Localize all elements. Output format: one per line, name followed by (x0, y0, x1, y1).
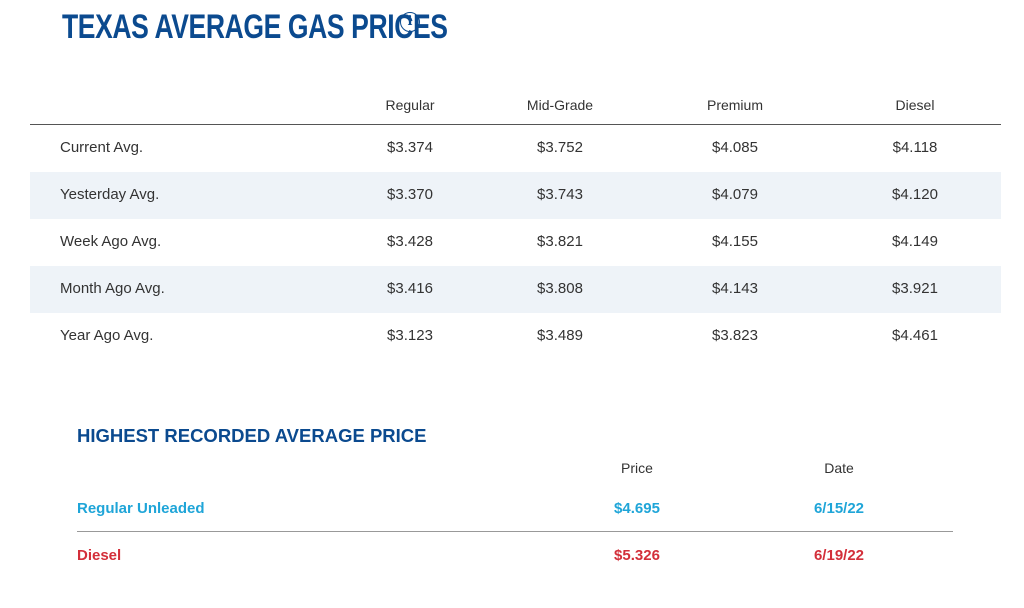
price-regular: $3.428 (387, 233, 433, 250)
table-row-diesel: Diesel $5.326 6/19/22 (77, 532, 953, 578)
prices-table-header: Regular Mid-Grade Premium Diesel (30, 86, 1001, 125)
column-header-diesel: Diesel (895, 97, 935, 113)
price-premium: $4.143 (712, 280, 758, 297)
record-date: 6/19/22 (813, 547, 865, 564)
prices-table: Regular Mid-Grade Premium Diesel Current… (30, 86, 1001, 360)
price-regular: $3.416 (387, 280, 433, 297)
table-row-regular-unleaded: Regular Unleaded $4.695 6/15/22 (77, 485, 953, 532)
price-diesel: $3.921 (892, 280, 938, 297)
row-label: Month Ago Avg. (60, 280, 165, 297)
price-premium: $3.823 (712, 327, 758, 344)
price-mid-grade: $3.489 (537, 327, 583, 344)
price-premium: $4.155 (712, 233, 758, 250)
price-diesel: $4.461 (892, 327, 938, 344)
price-premium: $4.085 (712, 139, 758, 156)
table-row: Week Ago Avg. $3.428 $3.821 $4.155 $4.14… (30, 219, 1001, 266)
row-label: Regular Unleaded (77, 500, 205, 517)
highest-recorded-title: HIGHEST RECORDED AVERAGE PRICE (77, 425, 427, 446)
row-label: Diesel (77, 547, 122, 564)
record-price: $4.695 (614, 500, 660, 517)
price-diesel: $4.118 (892, 139, 938, 156)
highest-recorded-table: Price Date Regular Unleaded $4.695 6/15/… (77, 452, 953, 578)
highest-recorded-header: Price Date (77, 452, 953, 485)
column-header-regular: Regular (385, 97, 435, 113)
row-label: Yesterday Avg. (60, 186, 160, 203)
table-row: Year Ago Avg. $3.123 $3.489 $3.823 $4.46… (30, 313, 1001, 360)
price-mid-grade: $3.743 (537, 186, 583, 203)
price-mid-grade: $3.821 (537, 233, 583, 250)
price-regular: $3.370 (387, 186, 433, 203)
row-label: Year Ago Avg. (60, 327, 154, 344)
price-regular: $3.123 (387, 327, 433, 344)
record-date: 6/15/22 (813, 500, 865, 517)
price-premium: $4.079 (712, 186, 758, 203)
column-header-mid-grade: Mid-Grade (526, 97, 594, 113)
table-row: Current Avg. $3.374 $3.752 $4.085 $4.118 (30, 125, 1001, 172)
column-header-price: Price (621, 460, 653, 476)
column-header-date: Date (824, 460, 854, 476)
record-price: $5.326 (614, 547, 660, 564)
page-title: TEXAS AVERAGE GAS PRICES (62, 8, 448, 46)
info-icon[interactable]: i (400, 12, 420, 32)
price-mid-grade: $3.752 (537, 139, 583, 156)
table-row: Yesterday Avg. $3.370 $3.743 $4.079 $4.1… (30, 172, 1001, 219)
price-mid-grade: $3.808 (537, 280, 583, 297)
column-header-premium: Premium (706, 97, 763, 113)
table-row: Month Ago Avg. $3.416 $3.808 $4.143 $3.9… (30, 266, 1001, 313)
row-label: Current Avg. (60, 139, 144, 156)
price-diesel: $4.120 (892, 186, 938, 203)
price-diesel: $4.149 (892, 233, 938, 250)
price-regular: $3.374 (387, 139, 433, 156)
row-label: Week Ago Avg. (60, 233, 162, 250)
